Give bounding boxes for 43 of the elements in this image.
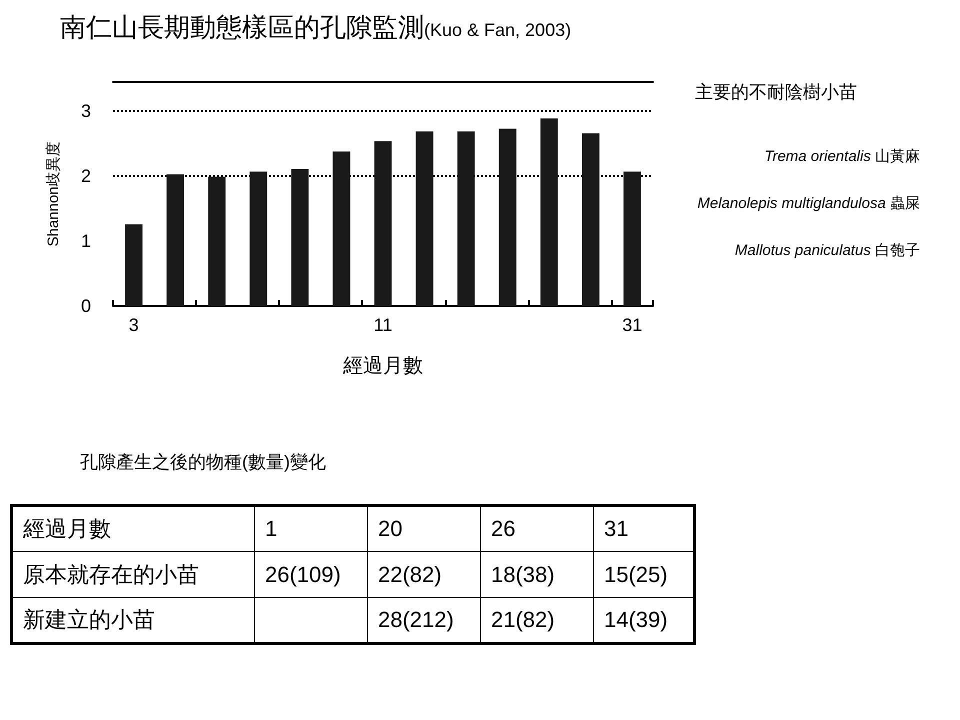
- chart-subtitle: (Kuo & Fan, 2003): [424, 20, 572, 40]
- y-tick-label: 1: [80, 231, 91, 252]
- x-axis-title: 經過月數: [342, 355, 423, 377]
- category-label: 1: [254, 506, 368, 552]
- text: 經過月數: [12, 506, 254, 552]
- text: Melanolepis multiglandulosa 蟲屎: [697, 195, 920, 212]
- category-label: 新建立的小苗: [23, 607, 155, 632]
- text: 21(82): [491, 607, 555, 632]
- bar: [125, 224, 142, 306]
- y-tick-label: 3: [80, 101, 91, 122]
- bar: [624, 172, 641, 306]
- category-label: 26: [480, 506, 594, 552]
- text: 18(38): [491, 562, 555, 586]
- chart-title: 南仁山長期動態樣區的孔隙監測: [60, 12, 424, 42]
- text: Mallotus paniculatus 白匏子: [734, 242, 920, 259]
- x-tick-label: 31: [622, 315, 642, 335]
- bar: [291, 169, 309, 306]
- text: 22(82): [378, 562, 442, 586]
- y-tick-label: 2: [80, 166, 91, 186]
- y-tick-label: 0: [80, 296, 91, 316]
- bar: [208, 176, 226, 306]
- category-label: 20: [368, 506, 480, 552]
- bar: [166, 174, 184, 306]
- bar: [582, 133, 600, 306]
- text: 孔隙產生之後的物種(數量)變化: [80, 451, 327, 474]
- bar: [250, 172, 268, 306]
- bar: [374, 141, 392, 306]
- bar: [540, 118, 558, 306]
- text: Trema orientalis 山黃麻: [764, 148, 920, 165]
- bar: [416, 131, 434, 306]
- category-label: 原本就存在的小苗: [23, 562, 199, 586]
- text: 主要的不耐陰樹小苗: [695, 81, 857, 104]
- bar: [457, 131, 475, 306]
- category-label: 31: [594, 506, 694, 552]
- y-axis-title: Shannon歧異度: [45, 141, 62, 247]
- text: 15(25): [604, 562, 668, 586]
- text: 28(212): [378, 607, 454, 632]
- x-tick-label: 3: [128, 315, 139, 335]
- bar: [332, 151, 350, 306]
- x-tick-label: 11: [374, 315, 392, 335]
- bar: [498, 128, 516, 306]
- text: 14(39): [604, 607, 668, 632]
- text: 26(109): [265, 562, 341, 586]
